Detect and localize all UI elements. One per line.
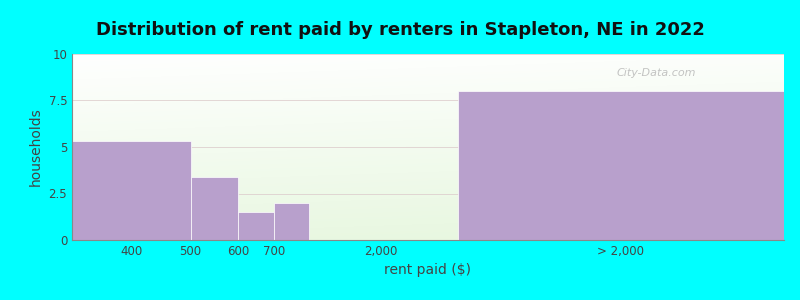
Text: Distribution of rent paid by renters in Stapleton, NE in 2022: Distribution of rent paid by renters in … [95,21,705,39]
X-axis label: rent paid ($): rent paid ($) [385,263,471,278]
Text: City-Data.com: City-Data.com [616,68,695,78]
Bar [458,91,784,240]
Y-axis label: households: households [29,108,43,186]
Bar [238,212,274,240]
Bar [72,141,190,240]
Bar [190,177,238,240]
Bar [274,203,310,240]
